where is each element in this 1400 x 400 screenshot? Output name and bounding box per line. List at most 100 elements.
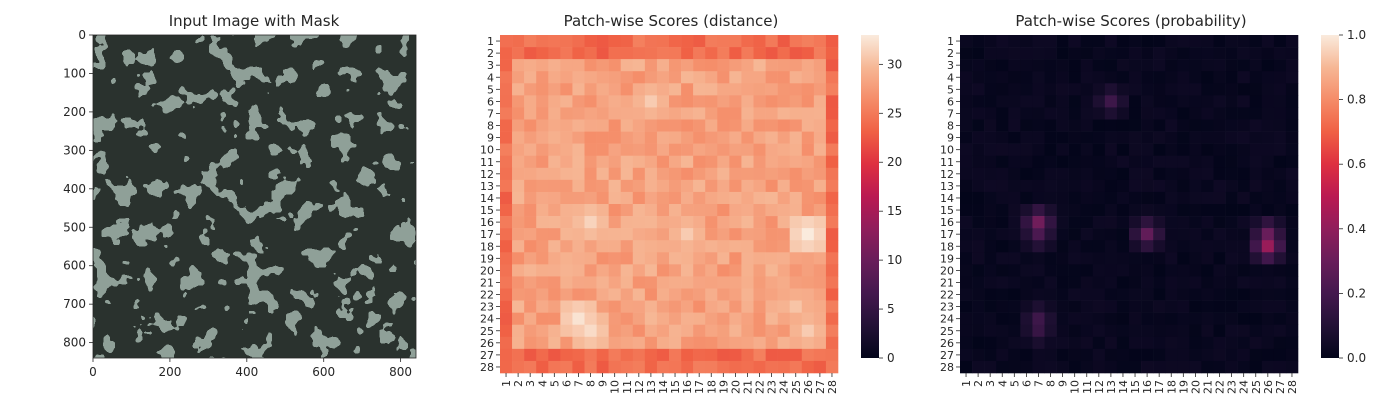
heatmap-distance-cell: [741, 360, 754, 374]
heatmap-distance-cell: [656, 71, 670, 84]
heatmap-probability-cell: [1225, 228, 1238, 241]
heatmap-probability-cell: [1129, 276, 1142, 289]
heatmap-probability-cell: [1213, 264, 1226, 277]
heatmap-distance-cell: [669, 348, 682, 362]
heatmap-probability-cell: [1092, 107, 1106, 120]
heatmap-distance-cell: [789, 155, 803, 169]
heatmap-distance-cell: [620, 107, 634, 120]
heatmap-distance-cell: [500, 143, 513, 157]
heatmap-distance-cell: [681, 83, 694, 96]
heatmap-distance-cell: [500, 324, 513, 338]
heatmap-distance-cell: [681, 191, 694, 205]
heatmap-distance-cell: [753, 300, 766, 313]
heatmap-probability-cell: [1044, 83, 1057, 96]
heatmap-distance-cell: [560, 191, 573, 205]
heatmap-probability-cell: [972, 179, 985, 193]
heatmap-distance-cell: [717, 83, 730, 96]
heatmap-probability-cell: [972, 143, 985, 157]
heatmap-distance-cell: [608, 336, 622, 350]
heatmap-distance-cell: [825, 179, 839, 193]
heatmap-distance-cell: [753, 131, 766, 144]
heatmap-probability-cell: [1044, 312, 1057, 326]
colorbar-tick-label: 5: [887, 302, 895, 316]
heatmap-probability-cell: [1213, 312, 1226, 326]
heatmap-probability-cell: [1129, 252, 1142, 265]
heatmap-y-tick-label: 7: [487, 107, 494, 120]
heatmap-probability-cell: [1116, 216, 1130, 229]
heatmap-probability-cell: [1092, 83, 1106, 96]
heatmap-probability-cell: [1237, 71, 1251, 84]
heatmap-distance-cell: [717, 47, 730, 60]
heatmap-distance-cell: [524, 179, 537, 193]
heatmap-distance-cell: [608, 204, 622, 217]
heatmap-distance-cell: [524, 300, 537, 313]
heatmap-distance-cell: [560, 119, 573, 132]
input-image-texture: [93, 35, 416, 358]
heatmap-distance-cell: [620, 119, 634, 132]
heatmap-probability-cell: [1237, 155, 1251, 169]
heatmap-probability-cell: [1032, 240, 1045, 253]
heatmap-probability-cell: [1165, 348, 1178, 362]
heatmap-distance-cell: [777, 71, 791, 84]
heatmap-probability-cell: [1104, 119, 1118, 132]
heatmap-probability-cell: [1249, 300, 1263, 313]
heatmap-probability-cell: [1177, 204, 1190, 217]
heatmap-probability-cell: [960, 107, 973, 120]
heatmap-distance-cell: [681, 276, 694, 289]
heatmap-probability-cell: [1104, 240, 1118, 253]
heatmap-x-tick-label: 25: [790, 380, 803, 394]
heatmap-distance-cell: [681, 131, 694, 144]
heatmap-probability-cell: [1213, 276, 1226, 289]
heatmap-probability-cell: [1104, 300, 1118, 313]
heatmap-distance-cell: [560, 131, 573, 144]
heatmap-probability-cell: [1249, 35, 1263, 48]
heatmap-probability-cell: [1153, 47, 1166, 60]
heatmap-probability-cell: [1165, 47, 1178, 60]
heatmap-distance-cell: [644, 107, 658, 120]
heatmap-probability-cell: [1020, 167, 1033, 181]
heatmap-distance-cell: [729, 228, 742, 241]
heatmap-distance-cell: [765, 71, 778, 84]
heatmap-distance-cell: [632, 312, 646, 326]
heatmap-probability-cell: [1116, 47, 1130, 60]
heatmap-distance-cell: [632, 324, 646, 338]
heatmap-probability-x-axis: 1 2 3 4 5 6 7 8 9 10 11 12 13 14 15 16 17 18 19 20 21 22 23 24 2…: [960, 373, 1299, 394]
heatmap-probability-cell: [1189, 71, 1202, 84]
heatmap-probability-cell: [1044, 131, 1057, 144]
heatmap-probability-cell: [1189, 155, 1202, 169]
heatmap-probability-cell: [1165, 83, 1178, 96]
heatmap-probability-cell: [1129, 59, 1142, 72]
image-y-tick-label: 200: [63, 105, 86, 119]
heatmap-distance-cell: [632, 300, 646, 313]
heatmap-distance-cell: [536, 312, 549, 326]
heatmap-distance-cell: [765, 131, 778, 144]
heatmap-distance-cell: [644, 191, 658, 205]
heatmap-distance-cell: [717, 179, 730, 193]
heatmap-distance-cell: [765, 47, 778, 60]
heatmap-distance-cell: [789, 59, 803, 72]
heatmap-probability-cell: [1032, 167, 1045, 181]
heatmap-y-tick-label: 21: [940, 276, 954, 289]
heatmap-y-tick-label: 7: [947, 107, 954, 120]
heatmap-probability-cell: [1249, 179, 1263, 193]
heatmap-probability-cell: [984, 240, 997, 253]
heatmap-x-tick-label: 23: [766, 380, 779, 394]
heatmap-x-tick-label: 24: [778, 380, 791, 394]
heatmap-probability-cell: [1249, 288, 1263, 301]
heatmap-distance-cell: [536, 204, 549, 217]
heatmap-distance-cell: [656, 83, 670, 96]
heatmap-distance-cell: [825, 300, 839, 313]
heatmap-distance-cell: [693, 240, 706, 253]
heatmap-probability-cell: [1177, 131, 1190, 144]
heatmap-probability-cell: [1080, 348, 1094, 362]
heatmap-probability-cell: [984, 312, 997, 326]
heatmap-distance-cell: [548, 276, 561, 289]
heatmap-x-tick-label: 1: [500, 380, 513, 387]
heatmap-distance-cell: [644, 312, 658, 326]
heatmap-probability-cell: [996, 336, 1009, 350]
heatmap-distance-cell: [741, 155, 754, 169]
heatmap-distance-cell: [632, 288, 646, 301]
heatmap-probability-cell: [1189, 264, 1202, 277]
heatmap-probability-cell: [1056, 119, 1069, 132]
heatmap-distance-cell: [512, 348, 525, 362]
